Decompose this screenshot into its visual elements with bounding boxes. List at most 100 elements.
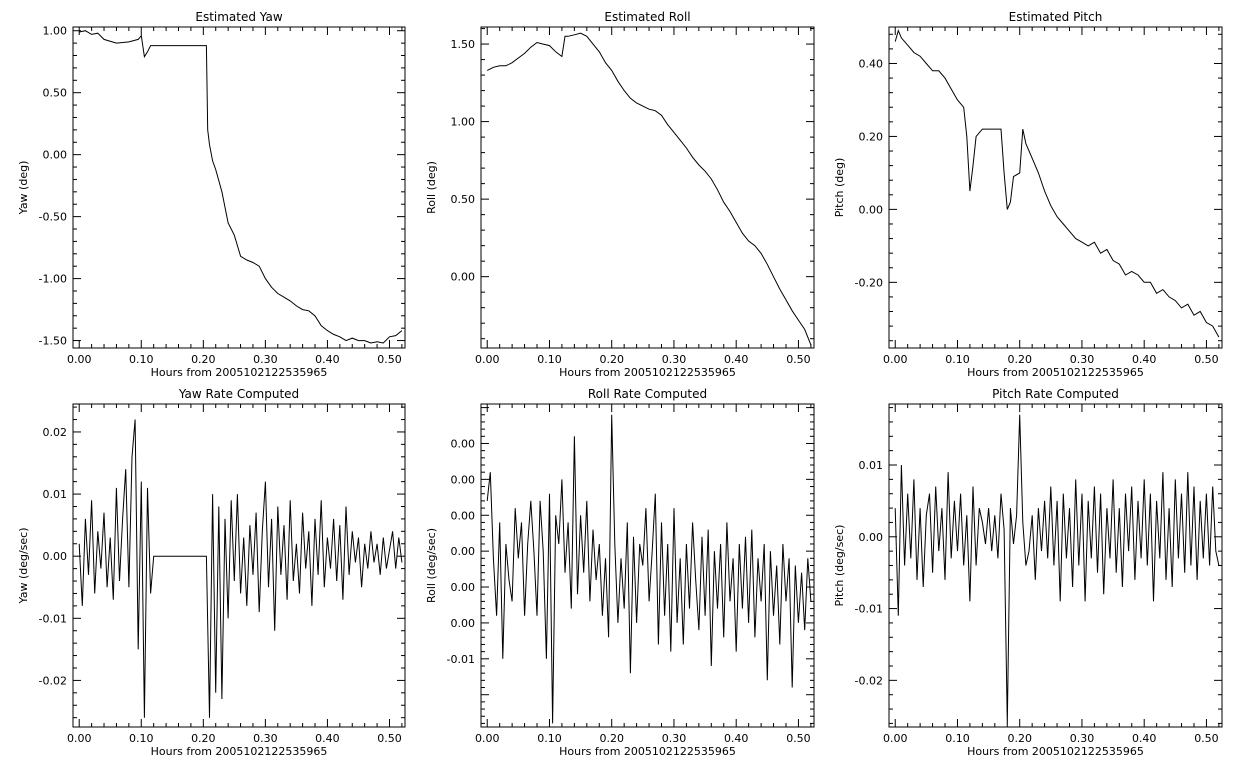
chart-title: Estimated Pitch	[1009, 10, 1103, 24]
y-tick-label: 0.01	[43, 488, 68, 501]
chart-title: Yaw Rate Computed	[178, 387, 299, 401]
y-tick-label: 0.00	[859, 203, 884, 216]
x-tick-label: 0.10	[537, 732, 562, 745]
x-tick-label: 0.20	[599, 353, 624, 366]
x-tick-label: 0.50	[1194, 732, 1219, 745]
x-tick-label: 0.40	[1132, 732, 1157, 745]
x-tick-label: 0.40	[724, 732, 749, 745]
x-tick-label: 0.00	[475, 353, 500, 366]
x-tick-label: 0.00	[67, 353, 92, 366]
x-tick-label: 0.40	[315, 353, 340, 366]
chart-title: Pitch Rate Computed	[992, 387, 1119, 401]
y-tick-label: 0.00	[43, 550, 68, 563]
y-tick-label: 0.00	[859, 531, 884, 544]
y-tick-label: 1.50	[451, 38, 476, 51]
chart-panel-4: Yaw Rate Computed 0.00 0.10 0.20 0.30 0.40 0.5…	[17, 387, 406, 758]
y-tick-label: 0.50	[43, 87, 68, 100]
data-series-line	[78, 419, 403, 718]
x-tick-label: 0.10	[537, 353, 562, 366]
x-tick-label: 0.30	[1070, 353, 1095, 366]
x-tick-label: 0.50	[786, 732, 811, 745]
data-series-line	[894, 29, 1220, 338]
y-axis-label: Roll (deg)	[425, 161, 438, 214]
y-tick-label: -0.02	[855, 674, 883, 687]
y-tick-label: 0.02	[43, 426, 68, 439]
plot-frame	[888, 403, 1223, 728]
plot-frame	[72, 403, 406, 728]
x-tick-label: 0.50	[786, 353, 811, 366]
y-tick-label: 0.00	[451, 271, 476, 284]
y-tick-label: 0.20	[859, 130, 884, 143]
x-tick-label: 0.30	[1070, 732, 1095, 745]
y-tick-label: 0.01	[859, 459, 884, 472]
y-tick-label: 0.40	[859, 57, 884, 70]
x-tick-label: 0.20	[1007, 732, 1032, 745]
y-tick-label: -1.50	[39, 335, 67, 348]
chart-title: Estimated Yaw	[195, 10, 282, 24]
x-tick-label: 0.20	[599, 732, 624, 745]
y-tick-label: -0.01	[447, 653, 475, 666]
y-tick-label: -0.01	[855, 603, 883, 616]
y-axis-label: Roll (deg/sec)	[425, 528, 438, 603]
x-axis-label: Hours from 2005102122535965	[967, 366, 1144, 379]
x-tick-label: 0.10	[945, 353, 970, 366]
y-tick-label: 0.00	[451, 473, 476, 486]
x-tick-label: 0.50	[377, 353, 402, 366]
y-tick-label: -0.01	[39, 612, 67, 625]
x-tick-label: 0.40	[315, 732, 340, 745]
y-tick-label: 0.50	[451, 193, 476, 206]
x-tick-label: 0.10	[129, 353, 154, 366]
y-tick-label: 1.00	[451, 116, 476, 129]
x-tick-label: 0.30	[662, 732, 687, 745]
y-tick-label: -0.02	[39, 674, 67, 687]
x-axis-label: Hours from 2005102122535965	[559, 366, 736, 379]
y-tick-label: 0.00	[451, 617, 476, 630]
x-tick-label: 0.00	[475, 732, 500, 745]
chart-title: Estimated Roll	[604, 10, 690, 24]
data-series-line	[79, 30, 403, 344]
x-tick-label: 0.20	[1007, 353, 1032, 366]
chart-title: Roll Rate Computed	[588, 387, 707, 401]
x-tick-label: 0.40	[724, 353, 749, 366]
chart-panel-2: Estimated Roll 0.00 0.10 0.20 0.30 0.40 0.50 1.…	[425, 10, 815, 379]
plot-frame	[480, 26, 815, 349]
x-tick-label: 0.30	[253, 353, 278, 366]
chart-panel-5: Roll Rate Computed 0.00 0.10 0.20 0.30 0.40 0.…	[425, 387, 815, 758]
plot-frame	[72, 26, 406, 349]
chart-panel-3: Estimated Pitch 0.00 0.10 0.20 0.30 0.40 0.50 0…	[833, 10, 1223, 379]
chart-panel-6: Pitch Rate Computed 0.00 0.10 0.20 0.30 0.40 0…	[833, 387, 1223, 758]
x-tick-label: 0.00	[883, 353, 908, 366]
data-series-line	[486, 414, 812, 724]
plot-frame	[888, 26, 1223, 349]
x-tick-label: 0.20	[191, 353, 216, 366]
y-tick-label: 0.00	[451, 509, 476, 522]
chart-panel-1: Estimated Yaw 0.00 0.10 0.20 0.30 0.40 0.50 1.0…	[17, 10, 406, 379]
y-tick-label: -0.20	[855, 276, 883, 289]
y-tick-label: 0.00	[451, 437, 476, 450]
x-axis-label: Hours from 2005102122535965	[967, 745, 1144, 758]
x-tick-label: 0.10	[129, 732, 154, 745]
data-series-line	[894, 414, 1220, 724]
x-axis-label: Hours from 2005102122535965	[151, 366, 328, 379]
y-axis-label: Pitch (deg)	[833, 158, 846, 218]
data-series-line	[486, 32, 812, 346]
x-tick-label: 0.00	[883, 732, 908, 745]
x-tick-label: 0.40	[1132, 353, 1157, 366]
x-tick-label: 0.30	[662, 353, 687, 366]
y-tick-label: 0.00	[43, 149, 68, 162]
y-axis-label: Pitch (deg/sec)	[833, 525, 846, 607]
y-tick-label: -1.00	[39, 273, 67, 286]
y-tick-label: -0.50	[39, 211, 67, 224]
y-tick-label: 0.00	[451, 545, 476, 558]
x-tick-label: 0.50	[1194, 353, 1219, 366]
x-tick-label: 0.10	[945, 732, 970, 745]
x-tick-label: 0.20	[191, 732, 216, 745]
y-axis-label: Yaw (deg)	[17, 161, 30, 216]
y-axis-label: Yaw (deg/sec)	[17, 527, 30, 604]
y-tick-label: 0.00	[451, 581, 476, 594]
y-tick-label: 1.00	[43, 25, 68, 38]
x-axis-label: Hours from 2005102122535965	[559, 745, 736, 758]
x-axis-label: Hours from 2005102122535965	[151, 745, 328, 758]
x-tick-label: 0.00	[67, 732, 92, 745]
